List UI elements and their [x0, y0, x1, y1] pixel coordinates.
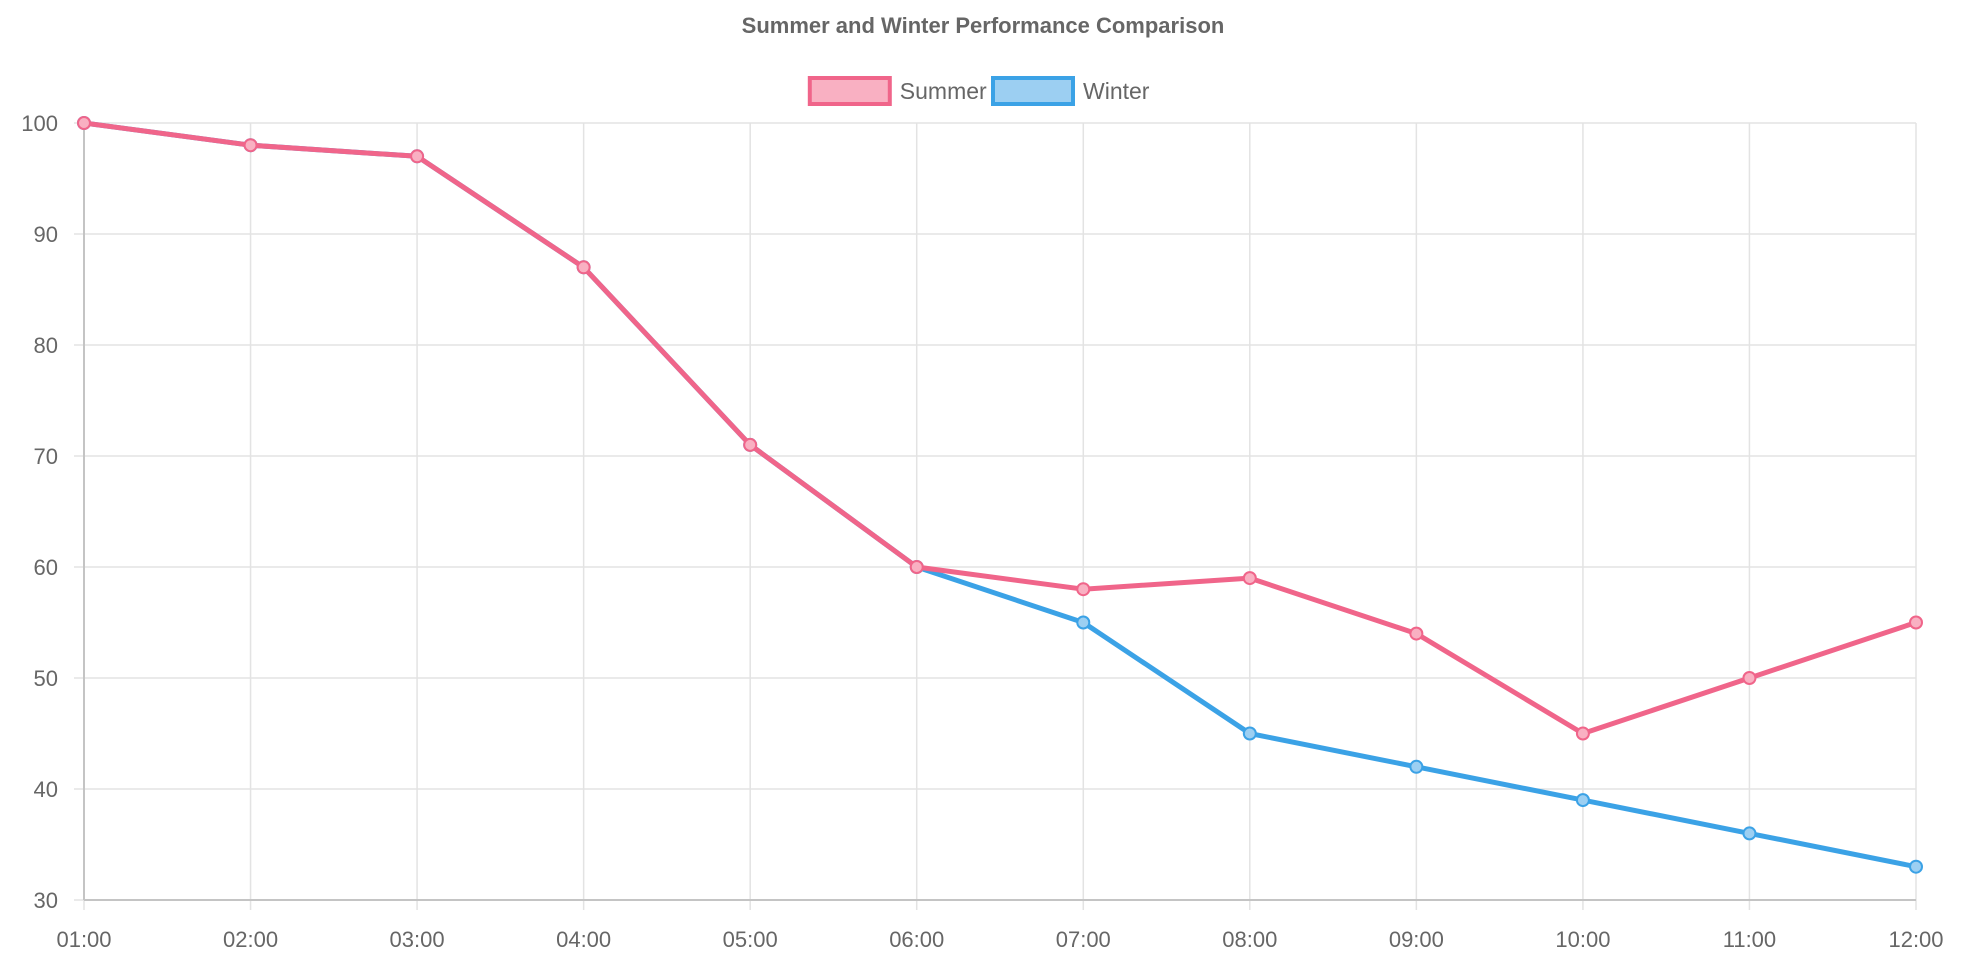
data-point-summer[interactable] [1409, 626, 1424, 641]
data-point-summer[interactable] [243, 138, 258, 153]
y-tick-label: 80 [34, 333, 58, 358]
series-layer [77, 116, 1923, 874]
data-point-summer[interactable] [1742, 671, 1757, 685]
x-tick-label: 12:00 [1888, 927, 1943, 952]
data-point-summer[interactable] [77, 116, 91, 130]
y-tick-label: 40 [34, 777, 58, 802]
legend[interactable]: Summer Winter [807, 76, 1150, 106]
x-tick-label: 01:00 [56, 927, 111, 952]
data-point-summer[interactable] [1076, 582, 1091, 597]
data-point-winter[interactable] [1909, 859, 1923, 874]
axes: 100 90 80 70 60 50 40 30 01:00 02:00 03:00 04:00 05:… [21, 111, 1943, 952]
data-point-summer[interactable] [410, 149, 425, 164]
data-point-winter[interactable] [1575, 793, 1590, 808]
x-tick-label: 09:00 [1389, 927, 1444, 952]
x-tick-label: 02:00 [223, 927, 278, 952]
data-point-summer[interactable] [743, 437, 758, 452]
series-line-summer [81, 120, 1919, 736]
chart-title: Summer and Winter Performance Comparison [742, 13, 1225, 38]
data-point-summer[interactable] [1909, 615, 1923, 630]
x-tick-label: 03:00 [390, 927, 445, 952]
legend-item-winter[interactable]: Winter [991, 76, 1150, 106]
y-tick-label: 60 [34, 555, 58, 580]
series-winter [77, 116, 1923, 874]
data-point-summer[interactable] [576, 260, 591, 275]
data-point-winter[interactable] [1242, 726, 1257, 741]
legend-swatch [807, 76, 892, 106]
y-tick-label: 50 [34, 666, 58, 691]
data-point-winter[interactable] [1742, 826, 1757, 841]
series-summer [77, 116, 1923, 741]
data-point-summer[interactable] [1575, 726, 1590, 741]
x-tick-label: 05:00 [723, 927, 778, 952]
x-tick-label: 04:00 [556, 927, 611, 952]
data-point-winter[interactable] [1076, 615, 1091, 630]
x-tick-label: 06:00 [889, 927, 944, 952]
y-tick-label: 30 [34, 888, 58, 913]
y-tick-label: 100 [21, 111, 58, 136]
data-point-summer[interactable] [909, 560, 924, 574]
legend-item-summer[interactable]: Summer [807, 76, 987, 106]
x-tick-label: 10:00 [1555, 927, 1610, 952]
grid [74, 122, 1917, 910]
y-tick-label: 70 [34, 444, 58, 469]
legend-label: Winter [1083, 78, 1150, 104]
y-tick-label: 90 [34, 222, 58, 247]
data-point-summer[interactable] [1242, 571, 1257, 586]
data-point-winter[interactable] [1409, 759, 1424, 774]
x-tick-label: 07:00 [1056, 927, 1111, 952]
x-tick-label: 11:00 [1723, 927, 1776, 952]
legend-swatch [991, 76, 1075, 106]
legend-label: Summer [900, 78, 987, 104]
x-tick-label: 08:00 [1222, 927, 1277, 952]
